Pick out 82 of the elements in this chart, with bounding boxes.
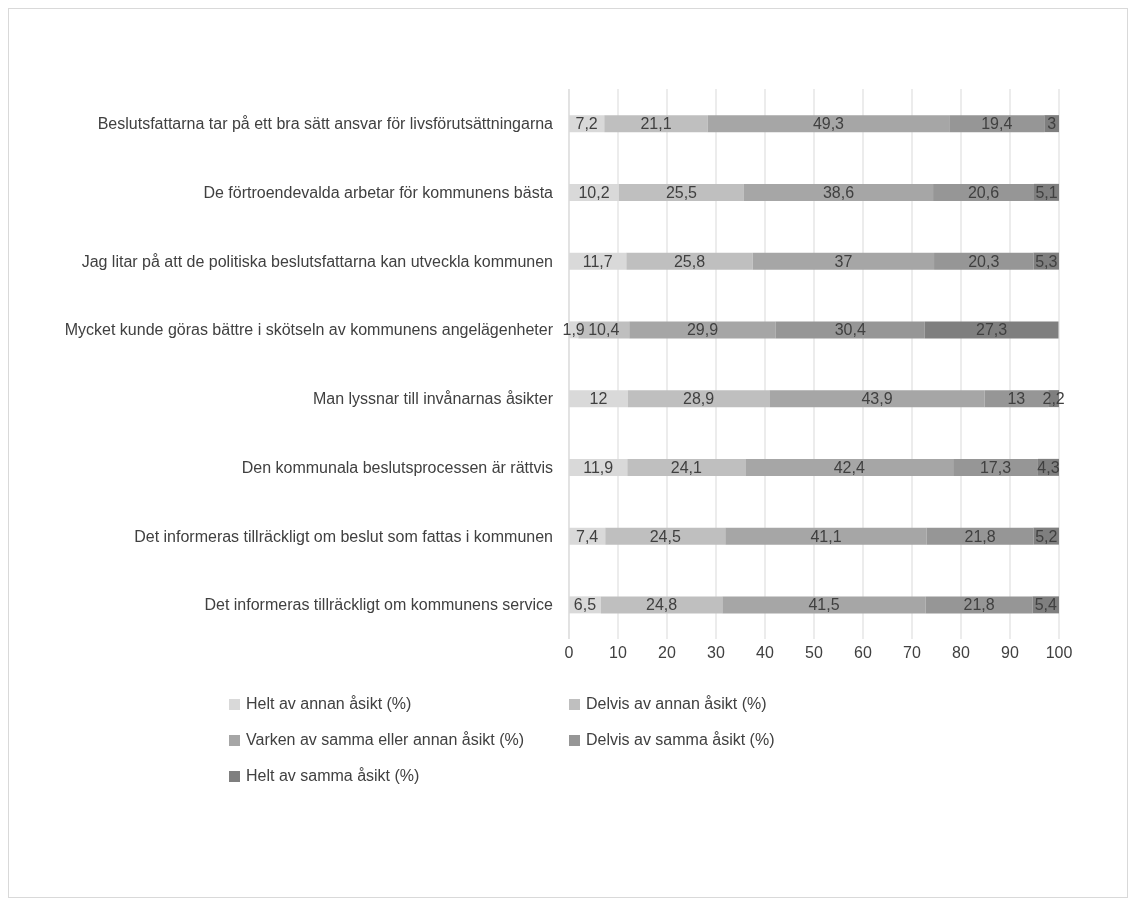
data-label: 41,5 — [808, 596, 840, 614]
y-tick-label: Den kommunala beslutsprocessen är rättvis — [241, 458, 553, 476]
data-label: 29,9 — [686, 321, 719, 339]
data-label: 37 — [834, 252, 853, 270]
data-label: 1,9 — [562, 321, 585, 339]
data-label: 7,2 — [575, 115, 598, 133]
bar — [925, 596, 1033, 614]
bar — [605, 527, 726, 545]
data-label: 10,2 — [578, 183, 610, 201]
y-tick-label: De förtroendevalda arbetar för kommunens bästa — [203, 183, 554, 201]
data-label: 21,8 — [964, 527, 996, 545]
bar — [926, 527, 1034, 545]
bar — [745, 458, 954, 476]
bar — [627, 458, 746, 476]
x-tick-label: 0 — [564, 644, 574, 662]
data-label: 49,3 — [812, 115, 845, 133]
data-label: 41,1 — [810, 527, 842, 545]
bar — [600, 596, 723, 614]
bar — [722, 596, 926, 614]
data-label: 5,3 — [1035, 252, 1058, 270]
legend-label: Delvis av samma åsikt (%) — [586, 731, 775, 749]
x-tick-label: 60 — [854, 644, 872, 662]
x-tick-label: 40 — [756, 644, 774, 662]
bar — [752, 252, 935, 270]
data-label: 28,9 — [683, 390, 715, 408]
data-label: 25,5 — [665, 183, 698, 201]
data-label: 24,8 — [646, 596, 678, 614]
data-label: 12 — [589, 390, 608, 408]
x-tick-label: 50 — [805, 644, 823, 662]
data-label: 5,4 — [1034, 596, 1057, 614]
data-label: 42,4 — [833, 458, 865, 476]
data-label: 3 — [1047, 115, 1057, 133]
y-tick-label: Jag litar på att de politiska beslutsfattarna kan utveckla kommunen — [81, 252, 553, 270]
data-label: 24,1 — [670, 458, 703, 476]
data-label: 43,9 — [861, 390, 893, 408]
bar — [629, 321, 776, 339]
bar — [627, 390, 770, 408]
data-label: 20,3 — [968, 252, 1000, 270]
legend-label: Varken av samma eller annan åsikt (%) — [246, 731, 525, 749]
data-label: 11,9 — [583, 458, 614, 476]
bar — [743, 183, 934, 201]
data-label: 27,3 — [976, 321, 1008, 339]
bar — [769, 390, 985, 408]
data-label: 11,7 — [582, 252, 613, 270]
bar — [604, 115, 708, 133]
data-label: 13 — [1007, 390, 1026, 408]
data-label: 5,1 — [1035, 183, 1058, 201]
bar — [725, 527, 927, 545]
x-tick-label: 20 — [658, 644, 676, 662]
data-label: 21,8 — [963, 596, 995, 614]
data-label: 38,6 — [822, 183, 855, 201]
legend-label: Helt av samma åsikt (%) — [246, 767, 420, 785]
data-label: 21,1 — [640, 115, 672, 133]
data-label: 17,3 — [979, 458, 1012, 476]
x-tick-label: 90 — [1001, 644, 1019, 662]
data-label: 7,4 — [576, 527, 599, 545]
data-label: 30,4 — [834, 321, 866, 339]
x-tick-label: 70 — [903, 644, 921, 662]
x-tick-label: 10 — [609, 644, 627, 662]
data-label: 25,8 — [673, 252, 706, 270]
y-tick-label: Mycket kunde göras bättre i skötseln av kommunens angelägenheter — [64, 321, 554, 339]
bar — [924, 321, 1059, 339]
x-tick-label: 100 — [1045, 644, 1073, 662]
data-label: 5,2 — [1035, 527, 1058, 545]
x-tick-label: 80 — [952, 644, 970, 662]
data-label: 6,5 — [573, 596, 597, 614]
data-label: 24,5 — [649, 527, 681, 545]
data-label: 4,3 — [1037, 458, 1060, 476]
y-tick-label: Det informeras tillräckligt om kommunens service — [204, 596, 554, 614]
y-tick-label: Man lyssnar till invånarnas åsikter — [312, 390, 554, 408]
legend-label: Delvis av annan åsikt (%) — [586, 695, 767, 713]
x-tick-label: 30 — [707, 644, 725, 662]
y-tick-label: Beslutsfattarna tar på ett bra sätt ansvar för livsförutsättningarna — [97, 115, 554, 133]
bar — [707, 115, 950, 133]
legend-label: Helt av annan åsikt (%) — [246, 695, 412, 713]
data-label: 10,4 — [588, 321, 620, 339]
data-label: 19,4 — [981, 115, 1013, 133]
bar — [775, 321, 925, 339]
bar — [626, 252, 753, 270]
bar — [618, 183, 744, 201]
data-label: 20,6 — [967, 183, 1000, 201]
y-tick-label: Det informeras tillräckligt om beslut som fattas i kommunen — [134, 527, 553, 545]
